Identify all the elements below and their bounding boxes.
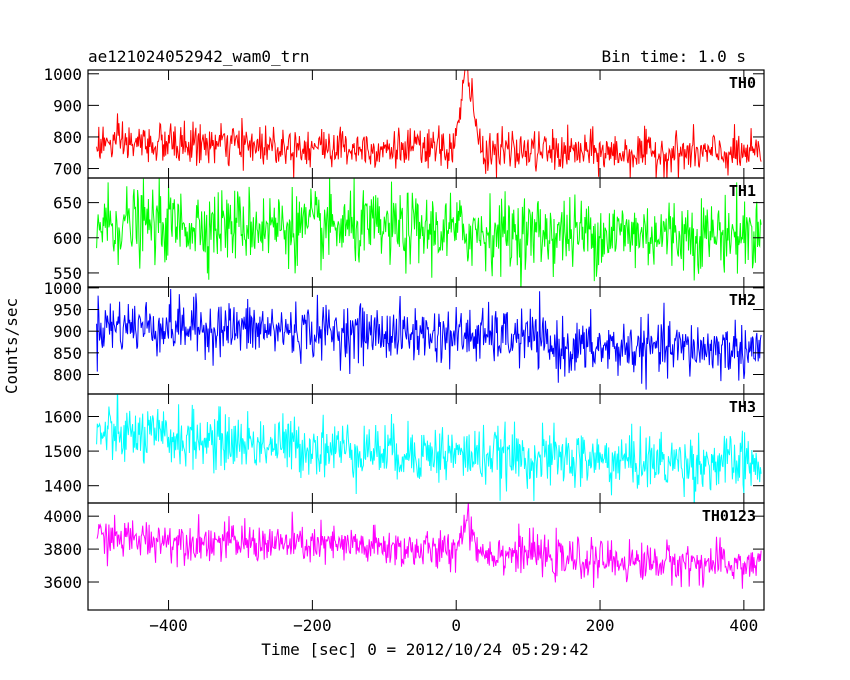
panel-th0123: 3600 3800 4000 TH0123 bbox=[43, 502, 765, 611]
y-tick-label: 1500 bbox=[43, 442, 82, 461]
x-tick-label: 200 bbox=[586, 616, 615, 635]
y-tick-label: 3600 bbox=[43, 573, 82, 592]
x-tick-label: −400 bbox=[149, 616, 188, 635]
y-tick-label: 900 bbox=[53, 96, 82, 115]
panel-th1: 550 600 650 TH1 bbox=[53, 177, 765, 288]
panel-frame bbox=[87, 69, 765, 179]
panel-label-th1: TH1 bbox=[729, 182, 756, 200]
y-axis-label: Counts/sec bbox=[2, 298, 21, 394]
x-tick-label: 400 bbox=[729, 616, 758, 635]
panel-frame bbox=[87, 502, 765, 611]
series-th0 bbox=[96, 70, 762, 178]
panel-label-th2: TH2 bbox=[729, 291, 756, 309]
series-th3 bbox=[96, 394, 762, 503]
y-tick-label: 900 bbox=[53, 322, 82, 341]
panel-label-th0123: TH0123 bbox=[702, 507, 756, 525]
series-th2 bbox=[96, 288, 762, 390]
y-tick-label: 850 bbox=[53, 344, 82, 363]
chart-title: ae121024052942_wam0_trn bbox=[88, 47, 310, 66]
panel-th0: 700 800 900 1000 TH0 bbox=[43, 65, 765, 179]
x-tick-label: 0 bbox=[451, 616, 461, 635]
y-tick-label: 800 bbox=[53, 366, 82, 385]
y-tick-label: 550 bbox=[53, 264, 82, 283]
y-tick-label: 4000 bbox=[43, 507, 82, 526]
panel-th2: 800 850 900 950 1000 TH2 bbox=[43, 279, 765, 395]
y-tick-label: 800 bbox=[53, 128, 82, 147]
y-tick-label: 600 bbox=[53, 229, 82, 248]
y-tick-label: 1000 bbox=[43, 279, 82, 298]
y-tick-label: 1000 bbox=[43, 65, 82, 84]
panel-label-th0: TH0 bbox=[729, 74, 756, 92]
y-tick-label: 950 bbox=[53, 301, 82, 320]
y-tick-label: 3800 bbox=[43, 540, 82, 559]
x-axis: −400 −200 0 200 400 bbox=[149, 616, 758, 635]
series-th0123 bbox=[96, 503, 762, 589]
y-tick-label: 650 bbox=[53, 194, 82, 213]
series-th1 bbox=[96, 178, 762, 287]
bin-time-label: Bin time: 1.0 s bbox=[602, 47, 747, 66]
y-tick-label: 1600 bbox=[43, 407, 82, 426]
y-tick-label: 1400 bbox=[43, 477, 82, 496]
panels: 700 800 900 1000 TH0 550 600 650 TH1 800 850 900 950… bbox=[43, 65, 765, 611]
y-tick-label: 700 bbox=[53, 160, 82, 179]
x-tick-label: −200 bbox=[293, 616, 332, 635]
panel-th3: 1400 1500 1600 TH3 bbox=[43, 393, 765, 504]
x-axis-label: Time [sec] 0 = 2012/10/24 05:29:42 bbox=[261, 640, 589, 659]
panel-label-th3: TH3 bbox=[729, 398, 756, 416]
